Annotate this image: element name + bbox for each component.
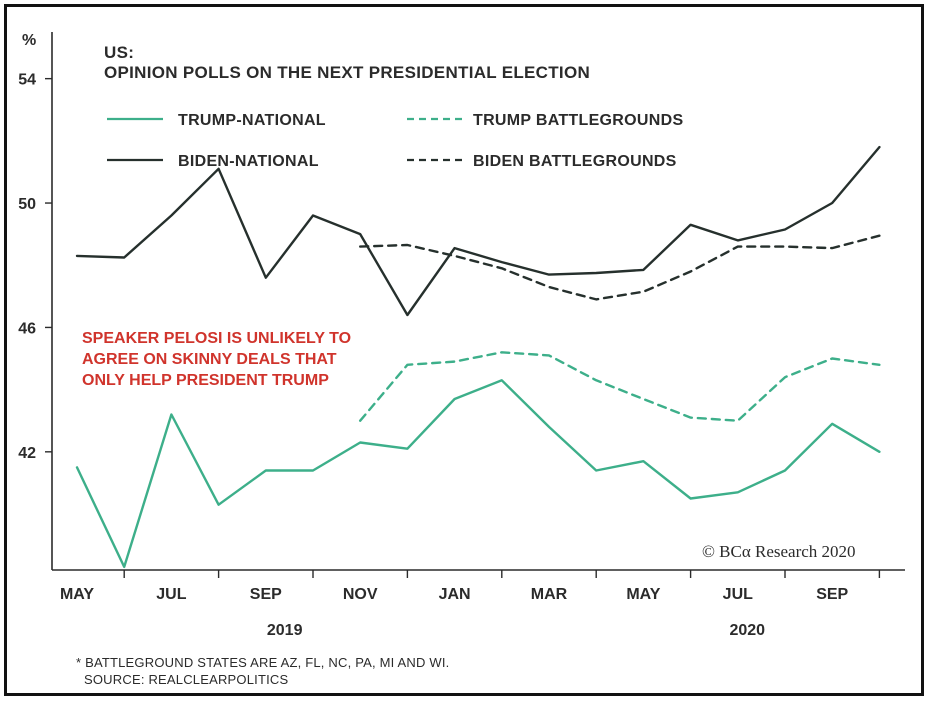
x-tick-label-jul-1: JUL [156,586,186,603]
x-tick-label-sep-2: SEP [250,586,282,603]
series-line-biden-battlegrounds [359,234,881,301]
x-year-label-2020: 2020 [729,622,765,639]
x-tick-label-sep-8: SEP [816,586,848,603]
y-tick-label-46: 46 [18,320,36,337]
x-tick-label-jul-7: JUL [723,586,753,603]
pelosi-annotation: SPEAKER PELOSI IS UNLIKELY TO AGREE ON S… [82,330,351,389]
annotation-line-2: AGREE ON SKINNY DEALS THAT [82,351,337,368]
series-line-trump-national [75,379,881,569]
footnote-battleground-states: * BATTLEGROUND STATES ARE AZ, FL, NC, PA… [76,655,450,670]
y-tick-label-54: 54 [18,72,36,89]
y-axis-unit-label: % [22,32,36,49]
series-group [75,145,881,569]
x-tick-label-may-0: MAY [60,586,94,603]
bca-credit: © BCα Research 2020 [702,542,856,561]
x-year-label-2019: 2019 [267,622,303,639]
series-line-trump-battlegrounds [359,351,881,422]
footnote-source: SOURCE: REALCLEARPOLITICS [84,672,289,687]
y-tick-label-42: 42 [18,445,36,462]
legend-label-biden-national: BIDEN-NATIONAL [178,153,319,170]
x-tick-label-mar-5: MAR [531,586,568,603]
y-ticks-group: 42 46 50 54 [18,72,52,462]
legend-label-trump-battlegrounds: TRUMP BATTLEGROUNDS [473,112,683,129]
series-line-biden-national [75,145,881,317]
chart-subtitle: OPINION POLLS ON THE NEXT PRESIDENTIAL E… [104,63,590,82]
x-ticks-group: MAY JUL SEP NOV JAN MAR MAY JUL SEP 2019 2020 [60,570,881,639]
y-tick-label-50: 50 [18,196,36,213]
x-tick-label-jan-4: JAN [439,586,471,603]
chart-title: US: [104,43,134,62]
legend: TRUMP-NATIONAL TRUMP BATTLEGROUNDS BIDEN… [107,112,683,170]
legend-label-biden-battlegrounds: BIDEN BATTLEGROUNDS [473,153,677,170]
x-tick-label-may-6: MAY [626,586,660,603]
x-tick-label-nov-3: NOV [343,586,378,603]
annotation-line-3: ONLY HELP PRESIDENT TRUMP [82,372,329,389]
legend-label-trump-national: TRUMP-NATIONAL [178,112,326,129]
annotation-line-1: SPEAKER PELOSI IS UNLIKELY TO [82,330,351,347]
